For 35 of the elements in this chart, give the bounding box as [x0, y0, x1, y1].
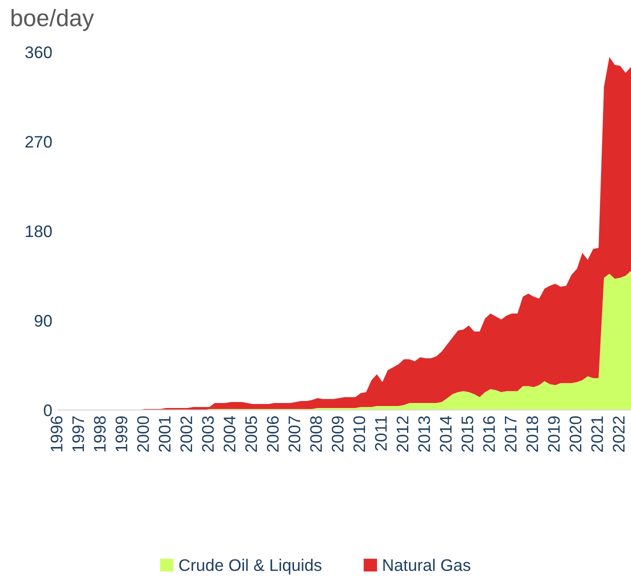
x-tick-label: 1997: [72, 416, 84, 452]
x-tick-label: 2009: [332, 416, 344, 452]
x-tick-label: 2020: [570, 416, 582, 452]
x-tick-label: 2015: [462, 416, 474, 452]
y-tick-label: 360: [25, 46, 52, 58]
x-tick-label: 2016: [483, 416, 495, 452]
y-axis-title: boe/day: [12, 8, 94, 32]
x-tick-label: 2007: [288, 416, 300, 452]
legend-label: Natural Gas: [383, 558, 470, 572]
x-tick-label: 2014: [440, 416, 452, 452]
x-tick-label: 2019: [548, 416, 560, 452]
x-tick-label: 2003: [202, 416, 214, 452]
x-tick-label: 2013: [418, 416, 430, 452]
y-tick-label: 0: [44, 404, 52, 416]
x-tick-label: 2010: [353, 416, 366, 452]
x-tick-label: 2021: [591, 416, 604, 452]
x-tick-label: 2008: [310, 416, 322, 452]
x-tick-label: 2001: [158, 416, 171, 452]
y-tick-label: 90: [34, 314, 52, 327]
x-tick-label: 2017: [504, 416, 517, 452]
x-tick-label: 2022: [612, 416, 625, 452]
x-tick-label: 2011: [375, 416, 387, 451]
x-tick-label: 2005: [245, 416, 258, 452]
x-tick-label: 2012: [396, 416, 408, 452]
y-tick-label: 180: [26, 225, 52, 238]
x-tick-label: 2004: [224, 416, 236, 452]
x-tick-label: 2018: [526, 416, 538, 452]
x-tick-label: 1998: [94, 416, 106, 452]
x-tick-label: 2000: [137, 416, 149, 452]
x-tick-label: 2002: [180, 416, 192, 452]
x-tick-label: 2006: [266, 416, 279, 452]
legend-label: Crude Oil & Liquids: [179, 558, 322, 574]
y-tick-label: 270: [25, 136, 52, 148]
x-tick-label: 1996: [50, 416, 62, 452]
x-tick-label: 1999: [116, 416, 128, 452]
